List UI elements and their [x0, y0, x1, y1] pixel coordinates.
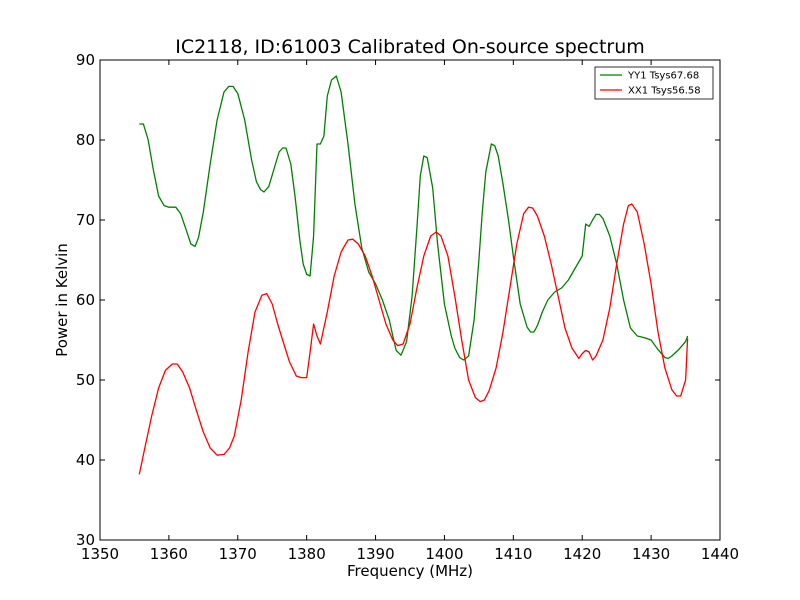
x-tick-label: 1430	[632, 545, 670, 563]
y-tick-label: 40	[76, 451, 95, 469]
y-tick-label: 50	[76, 371, 95, 389]
y-tick-label: 30	[76, 531, 95, 549]
ticks-layer: 1350 1360 1370 1380 1390 1400 1410 1420 1430 1440…	[76, 51, 739, 563]
x-tick-label: 1420	[563, 545, 601, 563]
x-tick-label: 1350	[81, 545, 119, 563]
legend: YY1 Tsys67.68 XX1 Tsys56.58	[594, 66, 714, 100]
series-line-xx1	[138, 203, 689, 475]
x-tick-label: 1360	[150, 545, 188, 563]
x-tick-label: 1440	[701, 545, 739, 563]
chart-title: IC2118, ID:61003 Calibrated On-source sp…	[175, 36, 645, 58]
series-layer	[138, 75, 689, 475]
x-tick-label: 1400	[425, 545, 463, 563]
x-tick-label: 1370	[219, 545, 257, 563]
legend-label-yy1: YY1 Tsys67.68	[627, 71, 699, 82]
x-tick-label: 1410	[494, 545, 532, 563]
x-tick-label: 1390	[356, 545, 394, 563]
y-axis-title: Power in Kelvin	[53, 243, 71, 357]
y-tick-label: 70	[76, 211, 95, 229]
y-tick-label: 60	[76, 291, 95, 309]
y-tick-label: 80	[76, 131, 95, 149]
legend-label-xx1: XX1 Tsys56.58	[628, 86, 701, 97]
y-tick-label: 90	[76, 51, 95, 69]
legend-box	[594, 66, 714, 100]
x-tick-label: 1380	[288, 545, 326, 563]
x-axis-title: Frequency (MHz)	[347, 562, 473, 580]
series-line-yy1	[139, 75, 689, 361]
